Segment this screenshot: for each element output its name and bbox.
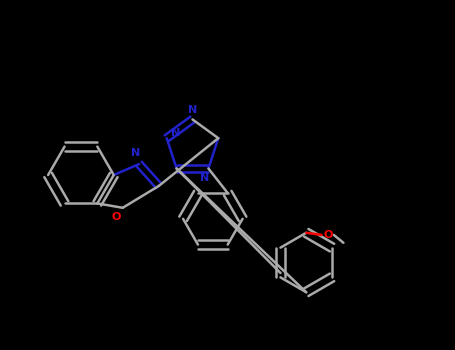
Text: N: N — [188, 105, 197, 115]
Text: O: O — [324, 230, 333, 240]
Text: N: N — [200, 173, 210, 183]
Text: N: N — [171, 128, 180, 138]
Text: O: O — [111, 211, 121, 222]
Text: N: N — [131, 148, 140, 158]
